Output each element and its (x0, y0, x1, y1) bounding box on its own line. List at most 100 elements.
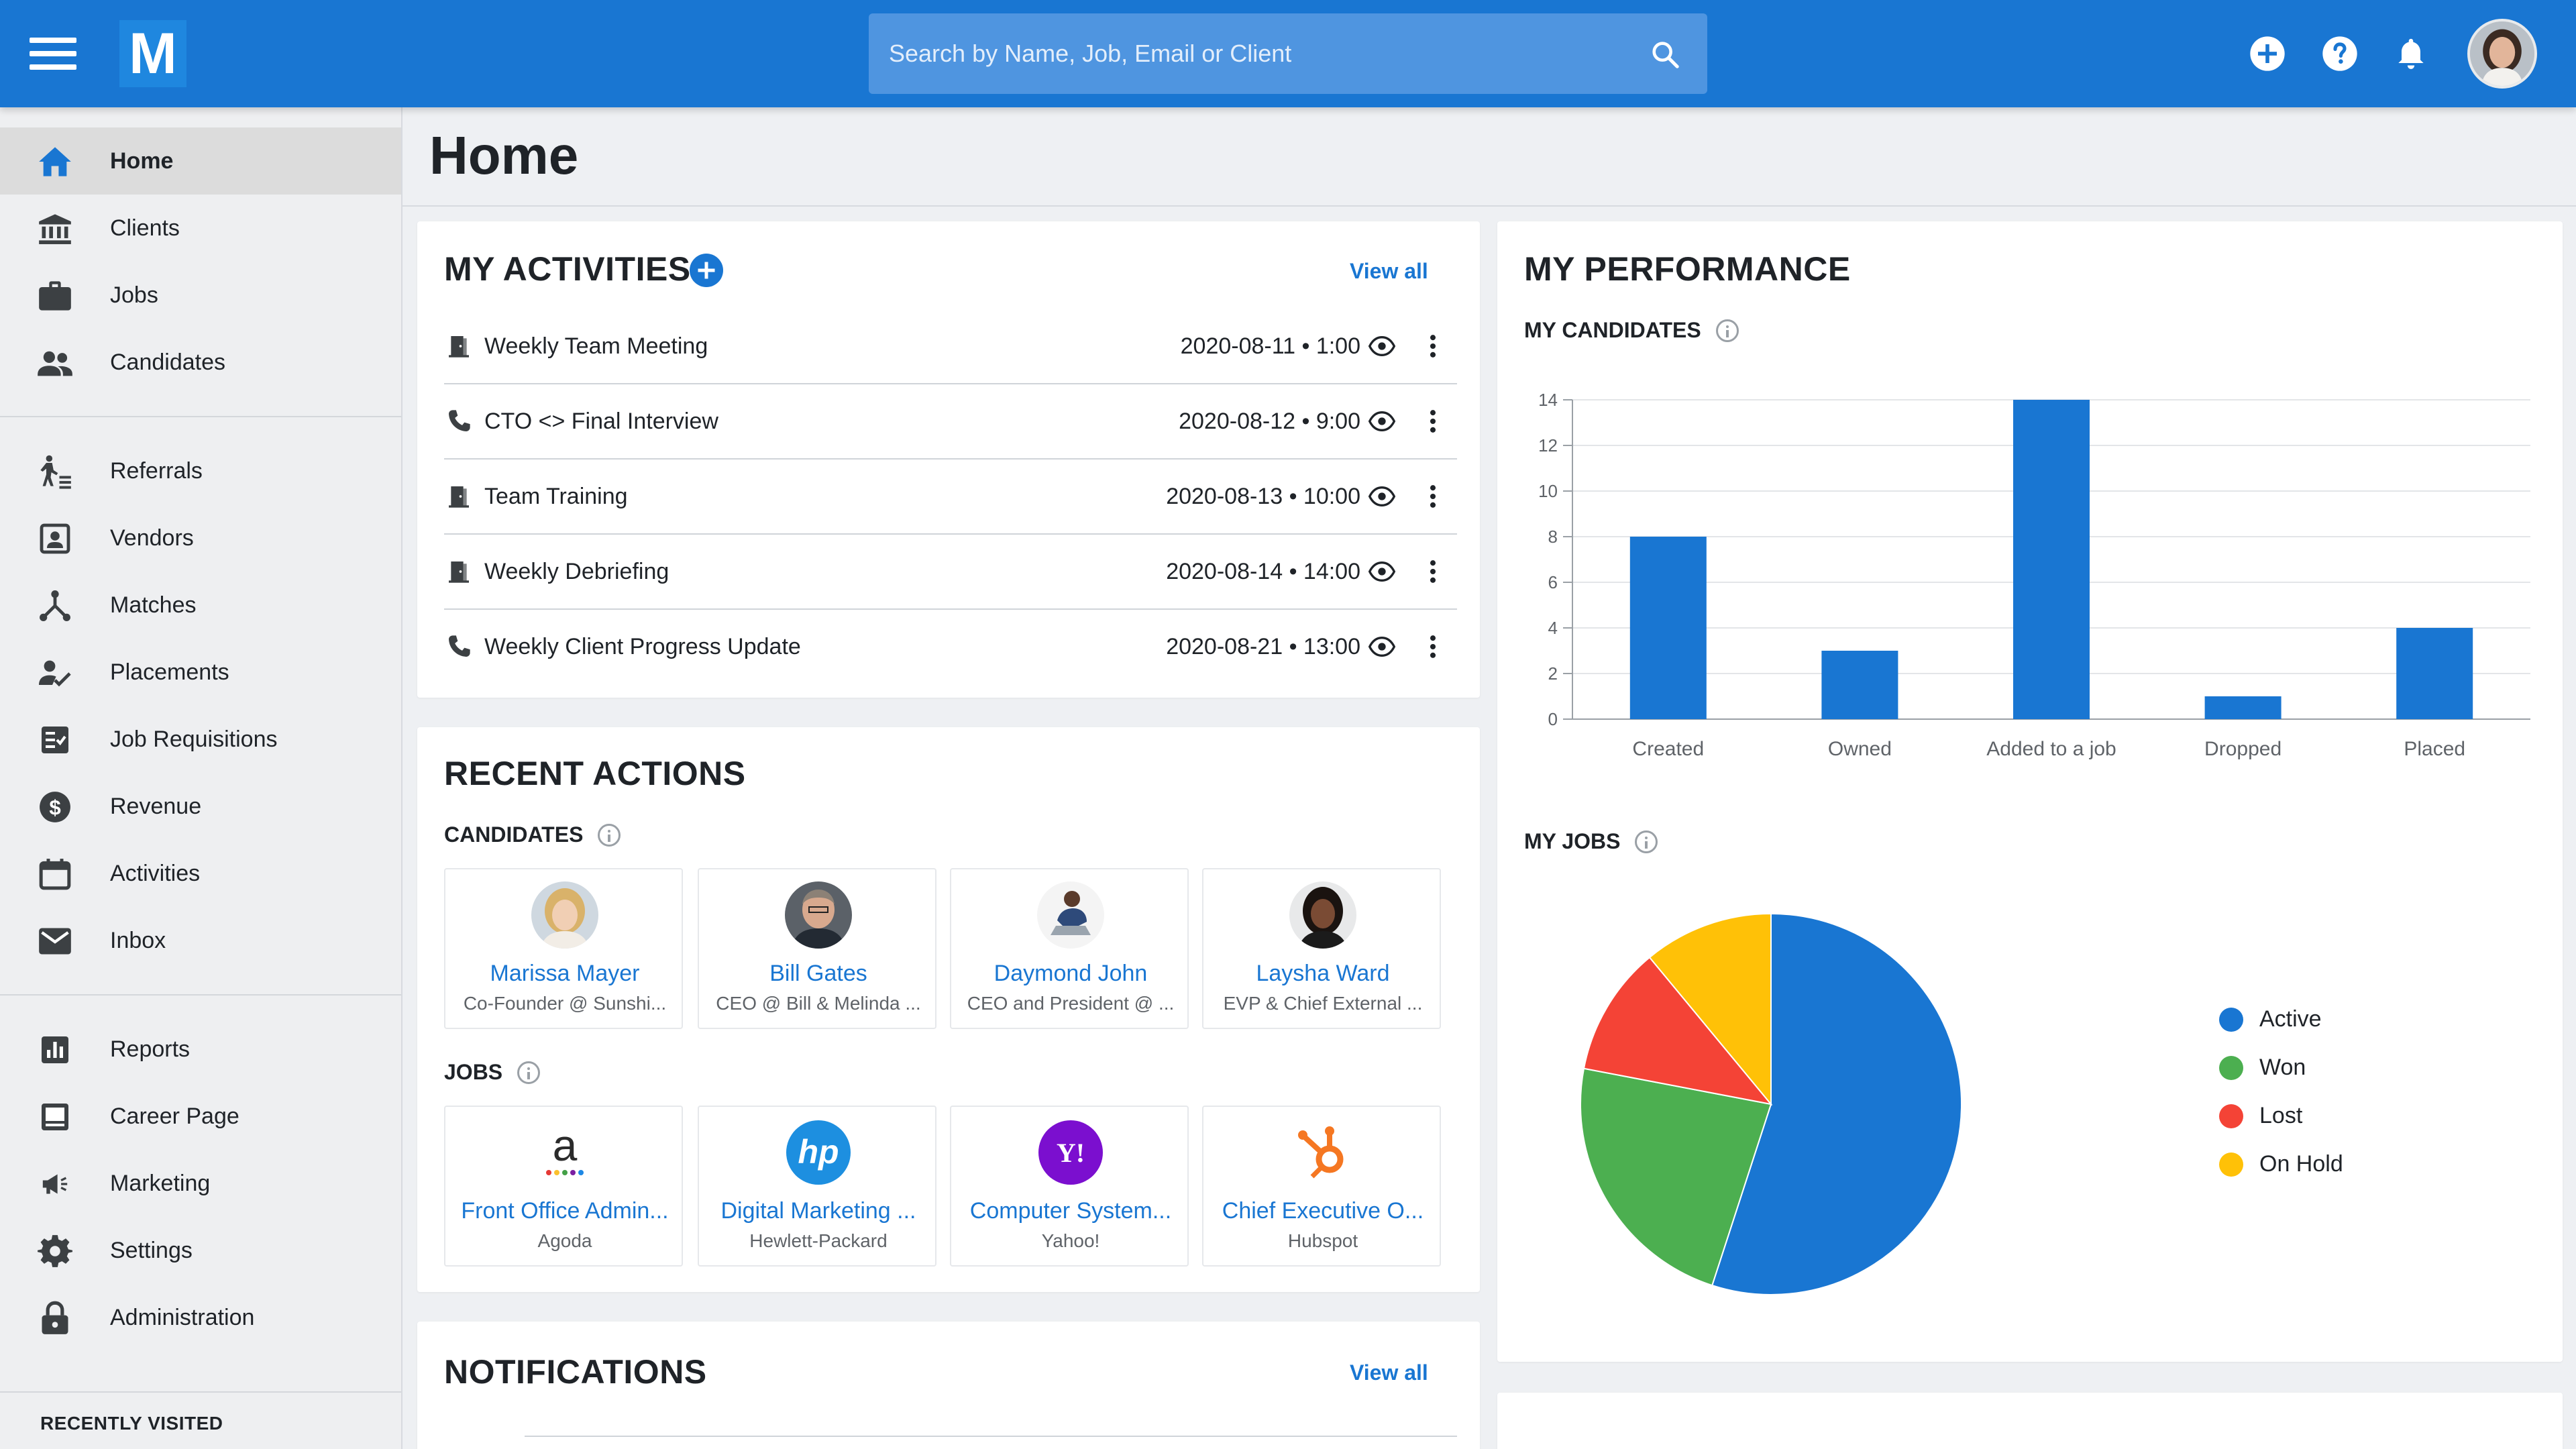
hamburger-menu-icon[interactable] (30, 38, 76, 70)
activity-row[interactable]: Team Training 2020-08-13 • 10:00 (443, 459, 1449, 534)
job-tile[interactable]: Y! Computer System... Yahoo! (950, 1106, 1189, 1267)
activity-row[interactable]: Weekly Team Meeting 2020-08-11 • 1:00 (443, 309, 1449, 384)
user-avatar[interactable] (2467, 19, 2537, 89)
job-tile[interactable]: hp Digital Marketing ... Hewlett-Packard (698, 1106, 936, 1267)
sidebar-item-clients[interactable]: Clients (0, 195, 401, 262)
search-icon[interactable] (1650, 39, 1680, 70)
activity-row[interactable]: Weekly Debriefing 2020-08-14 • 14:00 (443, 534, 1449, 609)
candidate-name: Bill Gates (769, 961, 867, 986)
secondary-card (1497, 1393, 2563, 1449)
activity-row[interactable]: CTO <> Final Interview 2020-08-12 • 9:00 (443, 384, 1449, 459)
sidebar-item-label: Referrals (110, 458, 203, 484)
y-tick-label: 12 (1538, 435, 1558, 455)
activity-row[interactable]: Weekly Client Progress Update 2020-08-21… (443, 609, 1449, 684)
sidebar-item-activities[interactable]: Activities (0, 840, 401, 907)
career-page-icon (35, 1100, 75, 1134)
sidebar-item-matches[interactable]: Matches (0, 572, 401, 639)
my-candidates-label: MY CANDIDATES (1524, 318, 1701, 342)
legend-item-active: Active (2219, 1006, 2322, 1032)
add-activity-icon[interactable] (690, 254, 723, 287)
sidebar-item-administration[interactable]: Administration (0, 1284, 401, 1351)
sidebar-item-inbox[interactable]: Inbox (0, 907, 401, 974)
my-candidates-bar-chart: 0 2 4 6 8 10 12 14 Created Owned Added to a job Dro… (1538, 390, 2530, 760)
bar-owned (1821, 651, 1898, 719)
agoda-logo: a (531, 1119, 598, 1186)
my-jobs-heading: MY JOBS (1524, 829, 1658, 854)
sidebar-item-label: Clients (110, 215, 180, 241)
notifications-view-all-link[interactable]: View all (1350, 1360, 1428, 1385)
activity-divider (444, 533, 1457, 535)
more-vert-icon[interactable] (1418, 331, 1448, 361)
bar-added-to-a-job (2013, 400, 2090, 719)
sidebar-item-career-page[interactable]: Career Page (0, 1083, 401, 1150)
sidebar-item-reports[interactable]: Reports (0, 1016, 401, 1083)
svg-text:a: a (553, 1120, 578, 1170)
sidebar-item-jobs[interactable]: Jobs (0, 262, 401, 329)
candidate-name: Laysha Ward (1256, 961, 1390, 986)
candidate-tile[interactable]: Laysha Ward EVP & Chief External ... (1202, 868, 1441, 1029)
activity-date: 2020-08-13 • 10:00 (1166, 484, 1360, 509)
view-eye-icon[interactable] (1368, 635, 1395, 659)
sidebar-divider (0, 994, 401, 996)
more-vert-icon[interactable] (1418, 632, 1448, 661)
job-tile[interactable]: a Front Office Admin... Agoda (444, 1106, 683, 1267)
more-vert-icon[interactable] (1418, 557, 1448, 586)
help-icon[interactable] (2321, 35, 2359, 72)
sidebar-item-vendors[interactable]: Vendors (0, 504, 401, 572)
y-tick-label: 4 (1548, 618, 1558, 638)
sidebar-item-home[interactable]: Home (0, 127, 401, 195)
search-input[interactable] (889, 13, 1613, 94)
sidebar-item-job-requisitions[interactable]: Job Requisitions (0, 706, 401, 773)
x-tick-label: Dropped (2204, 738, 2282, 760)
y-tick-label: 6 (1548, 572, 1558, 592)
view-eye-icon[interactable] (1368, 334, 1395, 358)
my-activities-card (417, 221, 1480, 698)
app-logo[interactable]: M (119, 20, 186, 87)
view-eye-icon[interactable] (1368, 409, 1395, 433)
header-divider (402, 205, 2576, 207)
info-icon[interactable] (517, 1061, 541, 1084)
sidebar-item-settings[interactable]: Settings (0, 1217, 401, 1284)
add-circle-icon[interactable] (2249, 35, 2286, 72)
view-eye-icon[interactable] (1368, 559, 1395, 584)
more-vert-icon[interactable] (1418, 482, 1448, 511)
svg-text:hp: hp (798, 1133, 839, 1171)
sidebar-item-revenue[interactable]: $ Revenue (0, 773, 401, 840)
activities-title: MY ACTIVITIES (444, 250, 691, 288)
candidate-tile[interactable]: Marissa Mayer Co-Founder @ Sunshi... (444, 868, 683, 1029)
sidebar-item-candidates[interactable]: Candidates (0, 329, 401, 396)
briefcase-icon (35, 279, 75, 313)
sidebar-item-referrals[interactable]: Referrals (0, 437, 401, 504)
candidate-tile[interactable]: Bill Gates CEO @ Bill & Melinda ... (698, 868, 936, 1029)
legend-item-lost: Lost (2219, 1103, 2302, 1129)
job-company: Agoda (537, 1230, 592, 1251)
more-vert-icon[interactable] (1418, 407, 1448, 436)
info-icon[interactable] (1715, 319, 1739, 342)
candidate-tile[interactable]: Daymond John CEO and President @ ... (950, 868, 1189, 1029)
info-icon[interactable] (598, 823, 621, 847)
y-tick-label: 8 (1548, 527, 1558, 547)
y-tick-label: 10 (1538, 481, 1558, 501)
y-tick-label: 14 (1538, 390, 1558, 410)
pie-slice-on-hold (1648, 912, 1772, 1106)
recent-jobs-heading: JOBS (444, 1060, 541, 1085)
sidebar-item-marketing[interactable]: Marketing (0, 1150, 401, 1217)
info-icon[interactable] (1635, 830, 1658, 853)
x-tick-label: Owned (1828, 738, 1892, 760)
activity-divider (444, 608, 1457, 610)
legend-label: Lost (2259, 1103, 2303, 1128)
legend-dot-on-hold (2219, 1152, 2243, 1177)
lock-icon (35, 1301, 75, 1335)
job-name: Computer System... (969, 1198, 1172, 1224)
recent-jobs-label: JOBS (444, 1060, 503, 1084)
notification-bell-icon[interactable] (2392, 35, 2430, 72)
sidebar-item-placements[interactable]: Placements (0, 639, 401, 706)
activity-name: CTO <> Final Interview (484, 409, 718, 434)
activity-name: Weekly Client Progress Update (484, 634, 801, 659)
job-tile[interactable]: Chief Executive O... Hubspot (1202, 1106, 1441, 1267)
legend-dot-active (2219, 1007, 2243, 1032)
activities-view-all-link[interactable]: View all (1350, 259, 1428, 283)
view-eye-icon[interactable] (1368, 484, 1395, 508)
candidate-avatar (531, 881, 598, 949)
notification-divider (525, 1436, 1457, 1437)
